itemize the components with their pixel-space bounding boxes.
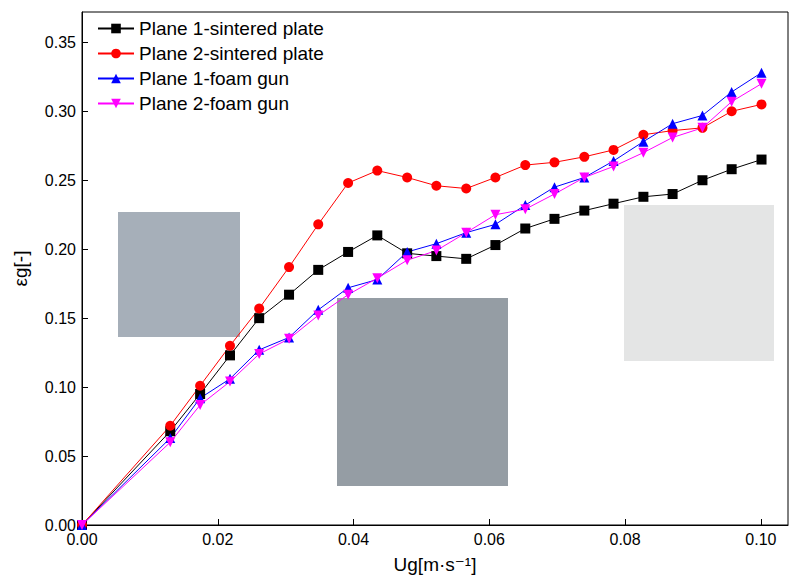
svg-text:0.00: 0.00 [66,531,97,548]
svg-text:0.25: 0.25 [45,172,76,189]
svg-text:εg[-]: εg[-] [10,251,31,287]
svg-text:0.00: 0.00 [44,516,76,534]
svg-text:Plane 2-sintered plate: Plane 2-sintered plate [139,43,324,64]
svg-text:0.10: 0.10 [745,531,776,548]
svg-text:Ug[m·s⁻¹]: Ug[m·s⁻¹] [394,554,477,575]
svg-text:Plane 2-foam gun: Plane 2-foam gun [139,93,289,114]
svg-text:0.15: 0.15 [45,310,76,327]
svg-text:0.35: 0.35 [45,34,76,51]
svg-text:0.20: 0.20 [45,241,76,258]
svg-text:Plane 1-foam gun: Plane 1-foam gun [139,68,289,89]
svg-text:0.10: 0.10 [45,379,76,396]
svg-text:0.08: 0.08 [610,531,641,548]
svg-text:0.30: 0.30 [45,103,76,120]
svg-text:0.02: 0.02 [202,531,233,548]
svg-text:0.05: 0.05 [45,448,76,465]
svg-text:Plane 1-sintered plate: Plane 1-sintered plate [139,18,324,39]
svg-text:0.06: 0.06 [474,531,505,548]
svg-text:0.04: 0.04 [338,531,369,548]
